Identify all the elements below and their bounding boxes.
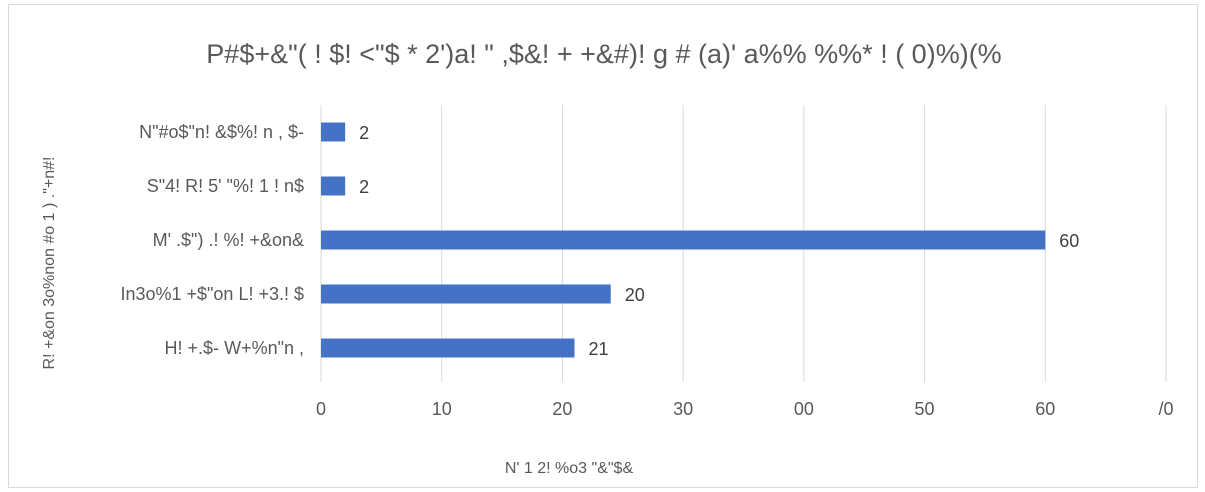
data-labels: 2 2 60 20 21 (359, 123, 1079, 359)
category-label: N"#o$"n! &$%! n , $- (139, 122, 304, 142)
category-label: H! +.$- W+%n"n , (165, 338, 304, 358)
x-tick-label: 10 (432, 399, 452, 419)
x-axis-title: N' 1 2! %o3 "&"$& (505, 460, 634, 477)
chart-svg: P#$+&"( ! $! <"$ * 2')a! " ,$&! + +&#)! … (41, 39, 1174, 477)
x-tick-label: 50 (915, 399, 935, 419)
data-label: 2 (359, 123, 369, 143)
bars (321, 122, 1046, 358)
x-tick-label: 0 (316, 399, 326, 419)
data-label: 21 (589, 339, 609, 359)
bar (321, 338, 575, 358)
data-label: 60 (1059, 231, 1079, 251)
x-tick-label: /0 (1158, 399, 1173, 419)
chart-area: P#$+&"( ! $! <"$ * 2')a! " ,$&! + +&#)! … (8, 4, 1198, 488)
chart-title: P#$+&"( ! $! <"$ * 2')a! " ,$&! + +&#)! … (206, 39, 1001, 69)
data-label: 20 (625, 285, 645, 305)
x-tick-labels: 0 10 20 30 00 50 60/0 (316, 399, 1174, 419)
bar (321, 176, 346, 196)
category-label: S"4! R! 5' "%! 1 ! n$ (147, 176, 304, 196)
data-label: 2 (359, 177, 369, 197)
bar (321, 284, 611, 304)
bar (321, 122, 346, 142)
category-labels: N"#o$"n! &$%! n , $- S"4! R! 5' "%! 1 ! n… (120, 122, 304, 358)
x-tick-label: 30 (673, 399, 693, 419)
x-tick-label: 00 (794, 399, 814, 419)
x-tick-label: 60 (1035, 399, 1055, 419)
category-label: M' .$") .! %! +&on& (153, 230, 304, 250)
y-axis-title: R! +&on 3o%non #o 1 ) ."+n#! (41, 157, 58, 370)
bar (321, 230, 1046, 250)
x-tick-label: 20 (552, 399, 572, 419)
category-label: In3o%1 +$"on L! +3.! $ (120, 284, 304, 304)
